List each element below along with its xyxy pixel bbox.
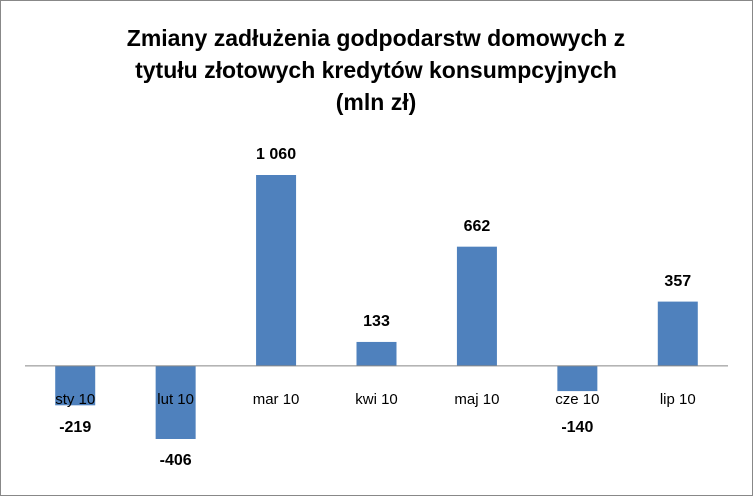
bar [557,365,598,392]
chart-title: (mln zł) [336,89,417,115]
x-tick-label: kwi 10 [355,391,398,408]
value-label: -219 [59,419,91,436]
value-label: -406 [160,452,192,469]
bar [256,175,297,366]
bar [356,341,397,366]
x-tick-label: lip 10 [660,391,696,408]
x-tick-label: lut 10 [157,391,194,408]
x-tick-label: mar 10 [253,391,300,408]
bar [657,301,698,366]
value-label: 357 [664,273,691,290]
value-label: 133 [363,313,390,330]
value-label: 1 060 [256,146,296,163]
bar [456,246,497,366]
bar [55,365,96,406]
x-tick-label: sty 10 [55,391,95,408]
chart-title: Zmiany zadłużenia godpodarstw domowych z [127,25,625,51]
bar [155,365,196,439]
x-tick-label: cze 10 [555,391,599,408]
chart-title: tytułu złotowych kredytów konsumpcyjnych [135,57,617,83]
x-tick-label: maj 10 [454,391,499,408]
value-label: 662 [464,218,491,235]
value-label: -140 [561,419,593,436]
